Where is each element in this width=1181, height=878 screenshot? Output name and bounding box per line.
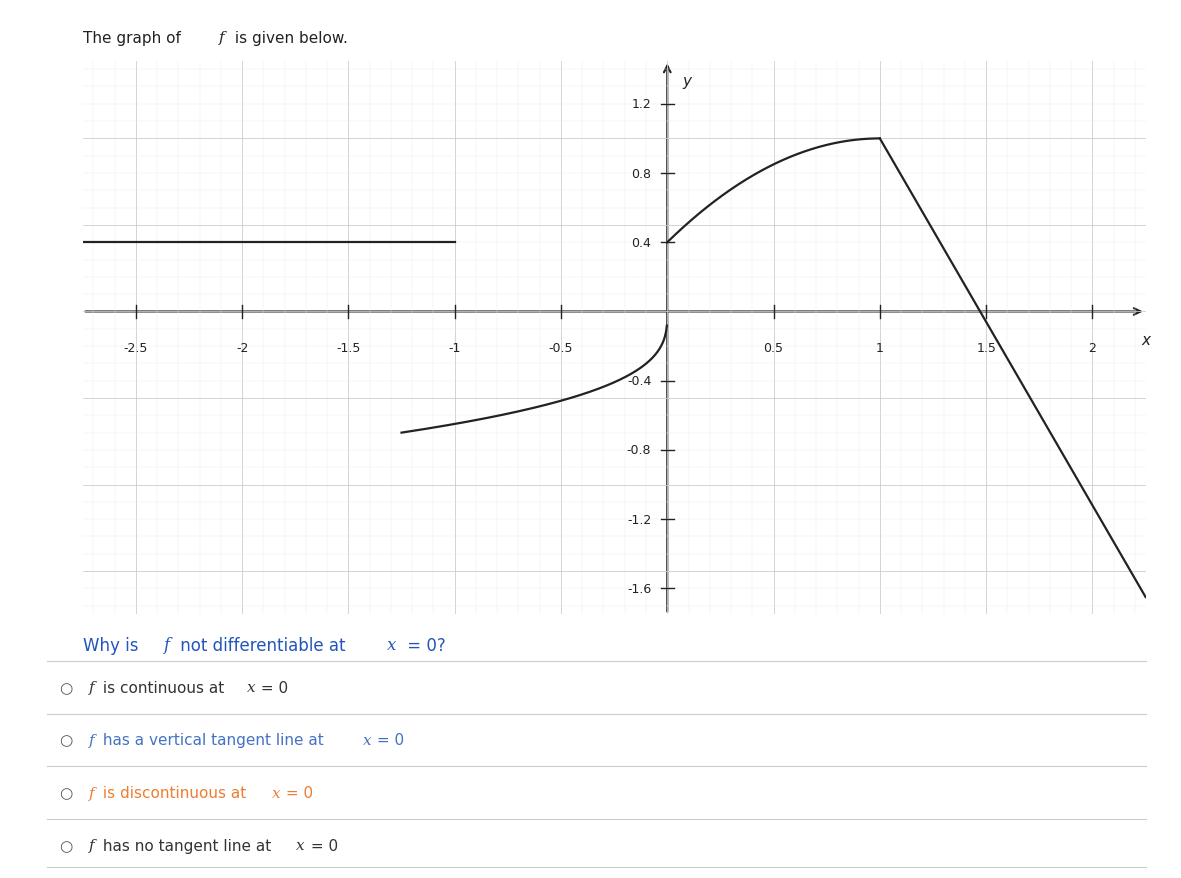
Text: 1.5: 1.5: [977, 342, 996, 355]
Text: = 0: = 0: [281, 785, 313, 801]
Text: -1.2: -1.2: [627, 513, 652, 526]
Text: -0.8: -0.8: [627, 444, 652, 457]
Text: is given below.: is given below.: [230, 31, 348, 46]
Text: ○: ○: [59, 732, 72, 748]
Text: 1: 1: [876, 342, 883, 355]
Text: y: y: [683, 74, 691, 89]
Text: ○: ○: [59, 838, 72, 853]
Text: -2: -2: [236, 342, 248, 355]
Text: 2: 2: [1089, 342, 1096, 355]
Text: = 0: = 0: [372, 732, 404, 748]
Text: = 0?: = 0?: [402, 637, 445, 654]
Text: -2.5: -2.5: [124, 342, 148, 355]
Text: x: x: [296, 838, 305, 853]
Text: 0.8: 0.8: [632, 168, 652, 180]
Text: is discontinuous at: is discontinuous at: [98, 785, 252, 801]
Text: is continuous at: is continuous at: [98, 680, 229, 695]
Text: x: x: [247, 680, 255, 694]
Text: ○: ○: [59, 785, 72, 801]
Text: -0.5: -0.5: [549, 342, 573, 355]
Text: f: f: [89, 680, 94, 694]
Text: has no tangent line at: has no tangent line at: [98, 838, 276, 853]
Text: f: f: [163, 637, 169, 653]
Text: The graph of: The graph of: [83, 31, 185, 46]
Text: x: x: [363, 733, 371, 747]
Text: ○: ○: [59, 680, 72, 695]
Text: 0.4: 0.4: [632, 236, 652, 249]
Text: 0.5: 0.5: [764, 342, 783, 355]
Text: x: x: [272, 786, 280, 800]
Text: -1: -1: [449, 342, 461, 355]
FancyArrowPatch shape: [85, 309, 1141, 315]
Text: f: f: [89, 786, 94, 800]
Text: f: f: [218, 31, 224, 45]
Text: f: f: [89, 838, 94, 853]
FancyArrowPatch shape: [664, 67, 671, 612]
Text: 1.2: 1.2: [632, 98, 652, 112]
Text: = 0: = 0: [306, 838, 338, 853]
Text: not differentiable at: not differentiable at: [175, 637, 351, 654]
Text: x: x: [1141, 332, 1150, 348]
Text: x: x: [387, 637, 397, 653]
Text: Why is: Why is: [83, 637, 143, 654]
Text: f: f: [89, 733, 94, 747]
Text: -1.6: -1.6: [627, 582, 652, 595]
Text: -1.5: -1.5: [337, 342, 360, 355]
Text: = 0: = 0: [256, 680, 288, 695]
Text: has a vertical tangent line at: has a vertical tangent line at: [98, 732, 328, 748]
Text: -0.4: -0.4: [627, 375, 652, 388]
